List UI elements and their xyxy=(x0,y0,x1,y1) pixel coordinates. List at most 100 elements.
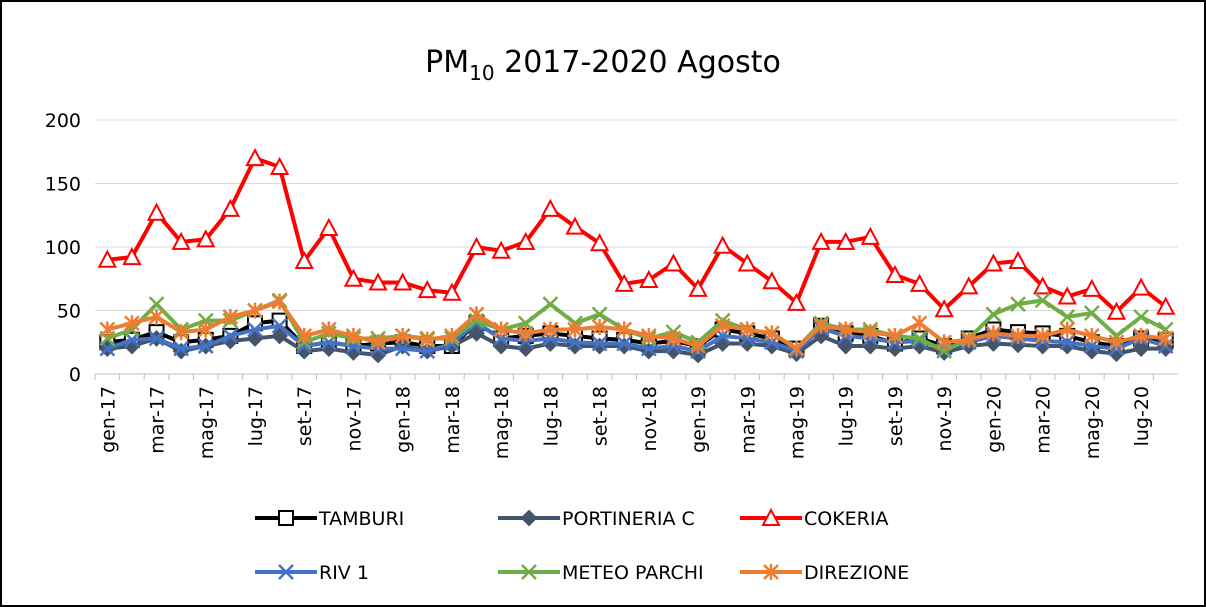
data-point xyxy=(419,343,436,360)
data-point xyxy=(220,198,241,217)
x-tick-label: set-18 xyxy=(590,386,612,446)
data-point xyxy=(394,327,411,344)
legend-item: COKERIA xyxy=(740,507,889,530)
legend-item: TAMBURI xyxy=(255,508,404,530)
data-point xyxy=(591,319,608,336)
data-point xyxy=(689,346,707,364)
data-point xyxy=(493,321,510,338)
legend-item: PORTINERIA C xyxy=(498,508,695,530)
data-point xyxy=(837,337,855,355)
data-point xyxy=(1131,277,1151,296)
data-point xyxy=(173,340,190,357)
x-tick-label: set-19 xyxy=(885,386,907,446)
data-point xyxy=(146,202,167,221)
data-point xyxy=(1157,330,1174,347)
data-point xyxy=(589,233,610,252)
legend-label: PORTINERIA C xyxy=(562,508,695,530)
data-point xyxy=(343,268,364,287)
data-point xyxy=(860,226,880,245)
data-point xyxy=(983,253,1004,272)
legend-marker xyxy=(761,507,781,526)
data-point xyxy=(786,292,807,311)
legend-item: DIREZIONE xyxy=(740,562,909,584)
y-tick-label: 100 xyxy=(45,237,81,259)
data-point xyxy=(639,269,659,289)
data-point xyxy=(565,216,585,235)
data-point xyxy=(320,321,337,338)
data-point xyxy=(197,321,214,338)
y-tick-label: 0 xyxy=(69,364,81,386)
data-point xyxy=(246,330,264,347)
data-point xyxy=(319,217,339,236)
x-tick-label: lug-17 xyxy=(245,386,267,446)
data-point xyxy=(444,327,460,344)
data-point xyxy=(1034,327,1051,344)
data-point xyxy=(196,229,216,248)
data-point xyxy=(1083,327,1100,344)
data-point xyxy=(663,253,684,272)
data-point xyxy=(296,327,313,344)
data-point xyxy=(960,331,977,348)
data-point xyxy=(934,299,954,318)
data-point xyxy=(468,306,485,323)
data-point xyxy=(173,324,190,341)
legend-label: COKERIA xyxy=(804,508,889,530)
x-tick-label: gen-17 xyxy=(97,386,119,453)
x-tick-label: set-17 xyxy=(294,386,316,446)
x-tick-label: mar-18 xyxy=(442,386,464,454)
data-point xyxy=(911,315,928,332)
series xyxy=(99,293,1174,357)
x-tick-label: gen-20 xyxy=(983,386,1005,453)
data-point xyxy=(345,327,362,344)
data-point xyxy=(466,236,487,255)
data-point xyxy=(245,147,265,167)
x-tick-label: mar-19 xyxy=(737,386,759,454)
legend-marker xyxy=(278,510,294,526)
data-point xyxy=(885,264,905,283)
data-point xyxy=(836,231,856,250)
data-point xyxy=(985,306,1002,323)
data-point xyxy=(616,335,633,352)
data-point xyxy=(99,321,116,338)
data-point xyxy=(542,321,559,338)
legend-item: METEO PARCHI xyxy=(498,562,704,584)
x-tick-label: mag-18 xyxy=(491,386,513,459)
legend-label: METEO PARCHI xyxy=(562,562,704,584)
title-rest: 2017-2020 Agosto xyxy=(495,45,781,80)
data-point xyxy=(739,321,756,338)
data-point xyxy=(419,331,436,348)
y-tick-label: 50 xyxy=(57,301,81,323)
data-point xyxy=(909,273,930,292)
data-point xyxy=(959,276,979,295)
data-point xyxy=(614,273,634,292)
y-tick-label: 200 xyxy=(45,110,81,132)
data-point xyxy=(148,296,165,313)
data-point xyxy=(690,338,706,355)
data-point xyxy=(640,327,657,344)
data-point xyxy=(567,321,583,338)
data-point xyxy=(1132,340,1150,358)
data-point xyxy=(911,330,928,347)
x-tick-label: mag-19 xyxy=(786,386,808,459)
data-point xyxy=(247,321,263,338)
data-point xyxy=(985,325,1002,342)
y-tick-label: 150 xyxy=(45,174,81,196)
data-point xyxy=(1057,286,1077,305)
data-point xyxy=(788,340,805,357)
data-point xyxy=(813,317,829,334)
x-tick-label: lug-18 xyxy=(540,386,562,446)
data-point xyxy=(737,253,757,272)
data-point xyxy=(540,198,561,217)
data-point xyxy=(393,272,413,291)
data-point xyxy=(294,250,314,269)
data-point xyxy=(1059,321,1076,338)
x-tick-label: nov-18 xyxy=(639,386,661,451)
data-point xyxy=(370,334,386,351)
data-point xyxy=(271,327,289,345)
data-point xyxy=(567,334,583,351)
data-point xyxy=(1133,327,1149,344)
data-point xyxy=(1156,296,1176,315)
data-point xyxy=(1133,308,1149,325)
